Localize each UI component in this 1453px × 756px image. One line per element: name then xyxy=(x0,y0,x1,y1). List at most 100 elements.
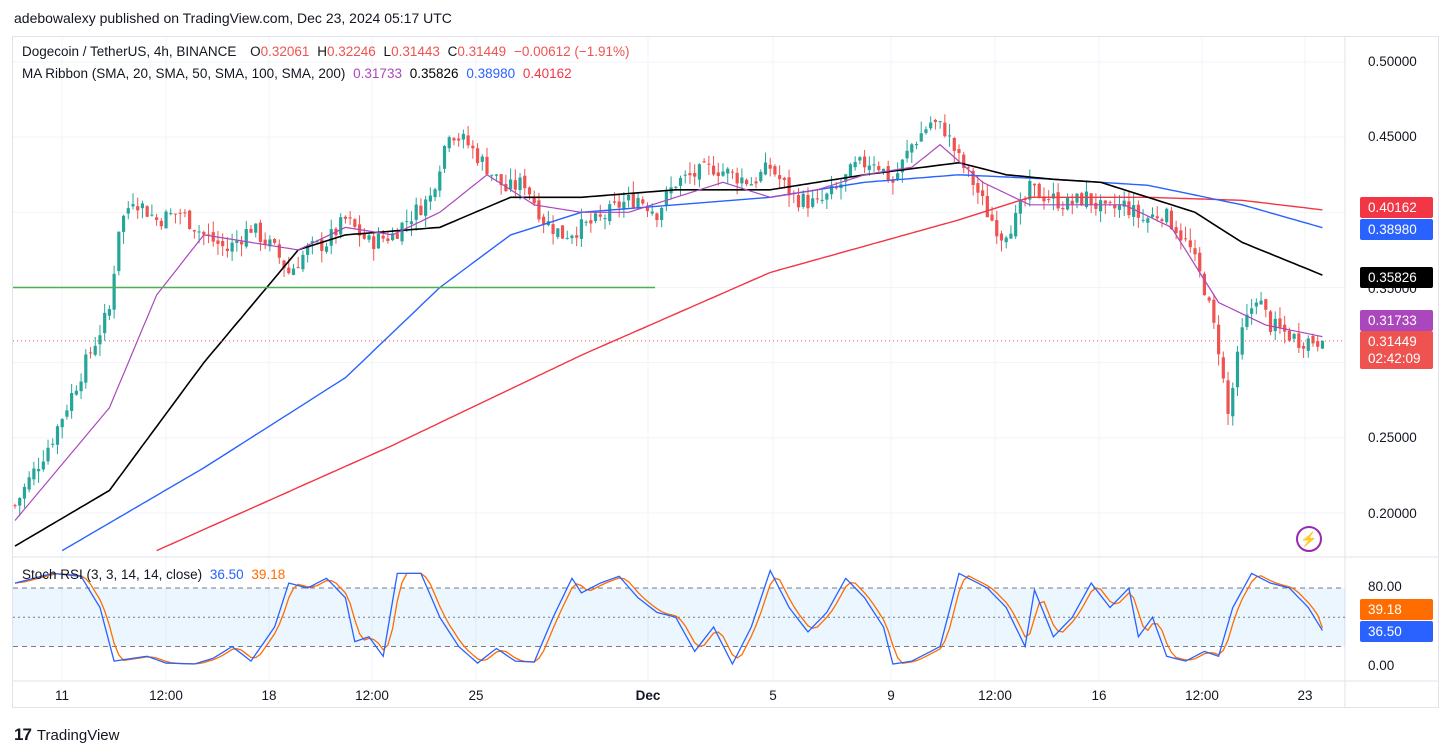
candle-body xyxy=(1259,300,1263,305)
ma100-price-tag: 0.38980 xyxy=(1360,219,1433,240)
candle-body xyxy=(995,220,999,237)
candle-body xyxy=(1094,202,1098,209)
candle-body xyxy=(1113,204,1117,209)
candle-body xyxy=(1169,210,1173,230)
candle-body xyxy=(1056,192,1060,209)
candle-body xyxy=(140,203,145,209)
x-tick-label: 23 xyxy=(1297,688,1313,703)
candle-body xyxy=(1240,327,1244,355)
candle-body xyxy=(216,240,220,244)
candle-body xyxy=(622,201,626,209)
candle-body xyxy=(188,210,192,229)
candle-body xyxy=(107,309,111,316)
candle-body xyxy=(693,173,697,177)
candle-body xyxy=(376,233,381,249)
y-tick-label: 0.25000 xyxy=(1368,430,1417,445)
candle-body xyxy=(726,168,730,174)
candle-body xyxy=(103,312,107,334)
footer-brand[interactable]: 17 TradingView xyxy=(14,725,119,745)
candle-body xyxy=(70,393,74,411)
candle-body xyxy=(914,144,919,146)
candle-body xyxy=(627,195,631,201)
open-value: 0.32061 xyxy=(260,44,310,59)
candle-body xyxy=(457,138,461,141)
candle-body xyxy=(542,216,546,225)
publisher-line: adebowalexy published on TradingView.com… xyxy=(14,10,452,26)
candle-body xyxy=(711,165,716,175)
candle-body xyxy=(1226,380,1230,414)
x-tick-label: 12:00 xyxy=(355,688,389,703)
candle-body xyxy=(353,219,357,227)
x-tick-label: Dec xyxy=(635,688,661,703)
candle-body xyxy=(244,229,248,247)
candle-body xyxy=(674,186,678,188)
candle-body xyxy=(461,133,465,140)
candle-body xyxy=(254,223,258,233)
candle-body xyxy=(225,248,229,251)
candle-body xyxy=(1287,330,1291,341)
stoch-title: Stoch RSI (3, 3, 14, 14, close) xyxy=(22,567,203,582)
ma200-value: 0.40162 xyxy=(522,66,572,81)
candle-body xyxy=(778,175,782,180)
candle-body xyxy=(905,150,909,159)
candle-body xyxy=(1009,233,1013,239)
candle-body xyxy=(1028,180,1032,200)
candle-body xyxy=(235,240,239,243)
ma20-price-tag: 0.31733 xyxy=(1360,310,1433,331)
candle-body xyxy=(145,206,149,217)
candle-body xyxy=(1018,201,1022,214)
candle-body xyxy=(1311,335,1315,344)
candle-body xyxy=(579,219,583,239)
candle-body xyxy=(976,183,980,193)
symbol-legend: Dogecoin / TetherUS, 4h, BINANCE O0.3206… xyxy=(22,44,634,59)
candle-body xyxy=(584,221,588,223)
candle-body xyxy=(947,135,952,137)
stoch-legend: Stoch RSI (3, 3, 14, 14, close) 36.50 39… xyxy=(22,567,289,582)
candle-body xyxy=(117,231,121,272)
candle-body xyxy=(46,447,50,462)
candle-body xyxy=(877,165,881,171)
candle-body xyxy=(1108,202,1112,204)
candle-body xyxy=(1037,183,1041,199)
candle-body xyxy=(1004,237,1008,243)
candle-body xyxy=(400,222,404,242)
candle-body xyxy=(759,171,763,182)
candle-body xyxy=(853,161,857,168)
candle-body xyxy=(1278,318,1282,328)
candle-body xyxy=(131,204,135,207)
stoch-d-tag: 39.18 xyxy=(1360,599,1433,620)
candle-body xyxy=(301,254,305,270)
candle-body xyxy=(22,486,27,499)
candle-body xyxy=(485,156,489,175)
candle-body xyxy=(1146,218,1150,223)
candle-body xyxy=(815,198,819,200)
candle-body xyxy=(1047,199,1051,201)
ma20-value: 0.31733 xyxy=(353,66,402,81)
candle-body xyxy=(593,213,598,222)
candle-body xyxy=(773,166,777,175)
candle-body xyxy=(527,187,532,195)
ma20-line xyxy=(14,143,1323,521)
candle-body xyxy=(79,381,83,392)
candle-body xyxy=(716,172,720,176)
candle-body xyxy=(409,221,414,225)
stoch-d-value: 39.18 xyxy=(251,567,286,582)
candle-body xyxy=(1165,208,1169,223)
stoch-k-tag: 36.50 xyxy=(1360,621,1433,642)
candle-body xyxy=(1254,302,1258,307)
bar-countdown: 02:42:09 xyxy=(1368,351,1421,366)
candle-body xyxy=(466,135,470,146)
candle-body xyxy=(310,241,314,244)
candle-body xyxy=(126,208,130,214)
candle-body xyxy=(1174,227,1178,234)
ma-legend: MA Ribbon (SMA, 20, SMA, 50, SMA, 100, S… xyxy=(22,66,576,81)
candle-body xyxy=(570,235,574,239)
lightning-icon[interactable]: ⚡ xyxy=(1296,526,1322,552)
candle-body xyxy=(1320,340,1325,349)
candle-body xyxy=(782,177,786,180)
ma50-value: 0.35826 xyxy=(409,66,459,81)
candle-body xyxy=(721,171,725,176)
candle-body xyxy=(1292,334,1296,339)
candle-body xyxy=(268,239,272,247)
